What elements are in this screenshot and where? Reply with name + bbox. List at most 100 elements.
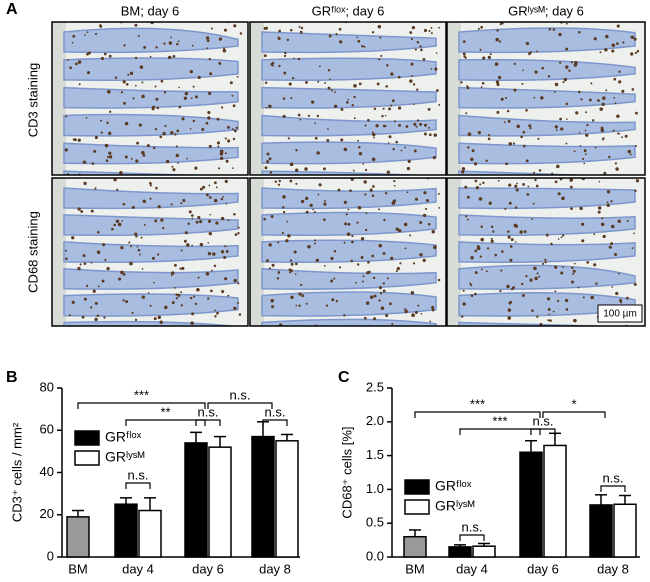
stain xyxy=(557,192,561,196)
stain xyxy=(100,119,103,122)
frame xyxy=(446,177,646,327)
x-tick-label: day 4 xyxy=(456,561,488,576)
stain xyxy=(216,141,220,145)
stain xyxy=(93,149,97,153)
stain xyxy=(464,185,468,189)
stain xyxy=(358,82,362,86)
stain xyxy=(437,192,440,195)
stain xyxy=(299,118,302,121)
stain xyxy=(599,51,602,54)
stain xyxy=(409,79,413,83)
stain xyxy=(529,51,533,54)
stain xyxy=(519,230,523,234)
stain xyxy=(162,227,165,230)
stain xyxy=(134,23,138,27)
stain xyxy=(570,207,573,210)
stain xyxy=(383,218,386,222)
stain xyxy=(236,75,239,78)
stain xyxy=(480,268,483,271)
stain xyxy=(134,232,138,236)
stain xyxy=(224,245,227,248)
stain xyxy=(159,320,163,324)
x-tick-label: day 4 xyxy=(122,561,154,576)
stain xyxy=(477,131,481,135)
stain xyxy=(180,249,183,252)
villus xyxy=(458,170,596,175)
stain xyxy=(363,45,366,48)
stain xyxy=(560,236,563,239)
stain xyxy=(540,96,544,100)
stain xyxy=(356,221,359,224)
stain xyxy=(554,290,557,293)
stain xyxy=(199,220,203,224)
stain xyxy=(595,282,598,285)
stain xyxy=(547,75,551,78)
stain xyxy=(136,245,139,248)
stain xyxy=(624,134,628,138)
stain xyxy=(482,56,486,60)
stain xyxy=(461,167,466,171)
stain xyxy=(305,80,308,84)
stain xyxy=(225,159,229,163)
stain xyxy=(350,259,353,263)
stain xyxy=(149,55,152,58)
stain xyxy=(465,215,468,218)
stain xyxy=(549,319,552,322)
stain xyxy=(180,291,183,294)
stain xyxy=(420,312,423,315)
stain xyxy=(462,289,465,292)
stain xyxy=(176,129,180,133)
stain xyxy=(355,281,358,284)
stain xyxy=(378,285,383,290)
stain xyxy=(137,248,141,252)
stain xyxy=(505,162,508,166)
stain xyxy=(485,270,488,273)
stain xyxy=(437,278,441,282)
stain xyxy=(480,25,483,29)
frame xyxy=(51,21,249,176)
stain xyxy=(286,38,290,42)
stain xyxy=(390,104,393,107)
bar xyxy=(184,442,208,558)
stain xyxy=(428,126,431,129)
stain xyxy=(527,185,530,188)
stain xyxy=(474,271,478,275)
stain xyxy=(117,222,122,227)
stain xyxy=(213,309,216,312)
stain xyxy=(364,124,367,127)
stain xyxy=(371,194,375,198)
significance-bracket xyxy=(459,534,485,541)
bar xyxy=(251,435,275,558)
stain xyxy=(479,48,482,51)
stain xyxy=(426,198,430,202)
stain xyxy=(572,269,576,273)
stain xyxy=(413,122,417,126)
stain xyxy=(545,233,549,237)
stain xyxy=(323,218,326,221)
villus xyxy=(63,27,239,54)
stain xyxy=(353,117,356,120)
stain xyxy=(399,262,402,265)
stain xyxy=(522,69,524,72)
villus xyxy=(261,114,437,137)
stain xyxy=(189,69,193,74)
stain xyxy=(106,267,110,271)
stain xyxy=(397,228,402,233)
stain xyxy=(268,243,272,247)
stain xyxy=(575,111,579,115)
stain xyxy=(430,32,433,35)
stain xyxy=(291,76,295,80)
stain xyxy=(64,148,68,152)
villus xyxy=(261,291,437,317)
villus xyxy=(63,57,239,81)
stain xyxy=(592,119,595,122)
stain xyxy=(219,156,224,160)
stain xyxy=(364,168,368,172)
stain xyxy=(558,32,562,37)
stain xyxy=(514,241,517,243)
stain xyxy=(335,300,339,303)
muscle xyxy=(447,178,461,326)
stain xyxy=(127,73,130,76)
stain xyxy=(316,114,320,118)
stain xyxy=(149,197,152,200)
